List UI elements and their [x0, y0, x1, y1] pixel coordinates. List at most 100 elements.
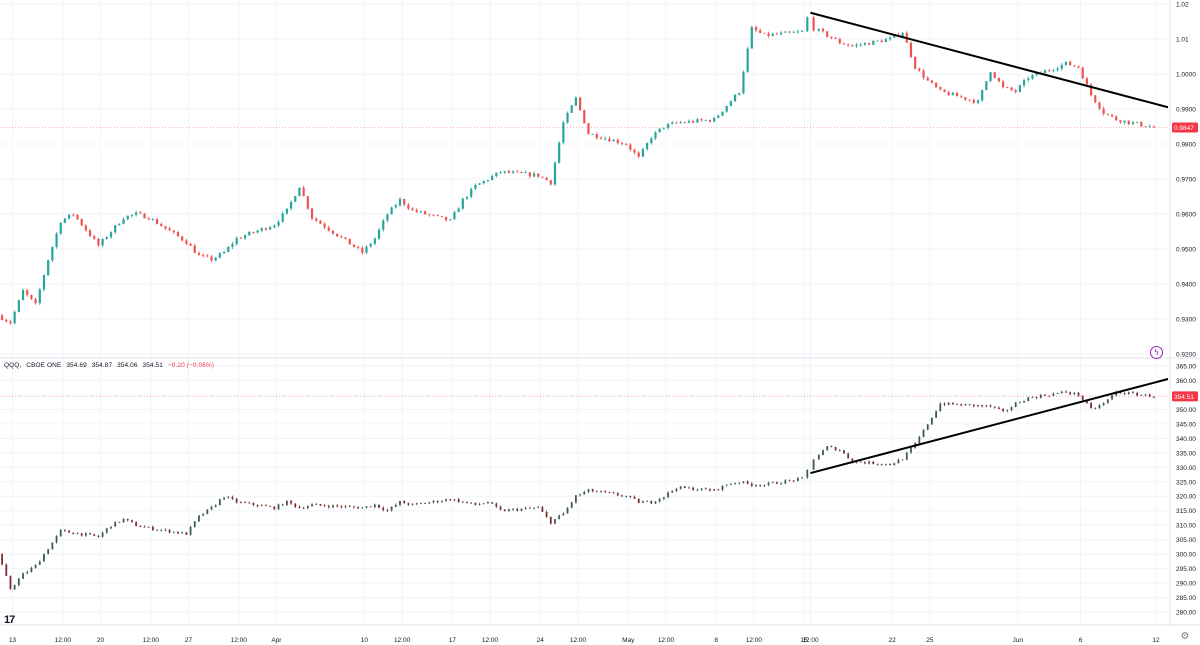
- candle-body: [168, 529, 171, 533]
- x-tick-label: 24: [537, 637, 545, 644]
- candle-body: [759, 30, 762, 33]
- y-tick-label: 350.00: [1176, 407, 1196, 414]
- candle-body: [776, 482, 778, 484]
- candle-body: [947, 91, 950, 96]
- candle-body: [771, 33, 774, 36]
- candle-body: [704, 488, 707, 490]
- candle-body: [122, 518, 125, 523]
- candle-body: [101, 238, 104, 246]
- candle-body: [1152, 126, 1156, 128]
- candle-body: [193, 521, 196, 527]
- candle-body: [1144, 126, 1147, 128]
- candle-body: [369, 506, 372, 508]
- candle-body: [964, 404, 967, 406]
- candle-body: [1056, 68, 1059, 71]
- candle-body: [926, 424, 929, 430]
- candle-body: [888, 37, 892, 40]
- candle-body: [365, 246, 368, 253]
- candle-body: [679, 122, 682, 124]
- qqq-low: 354.06: [117, 362, 138, 369]
- lightning-icon[interactable]: ϟ: [1150, 346, 1163, 359]
- candle-body: [578, 97, 582, 110]
- candle-body: [792, 480, 795, 482]
- candle-body: [432, 214, 435, 216]
- y-tick-label: 340.00: [1176, 436, 1196, 443]
- x-tick-label: 12:00: [570, 637, 587, 644]
- candle-body: [13, 585, 16, 590]
- candle-body: [926, 77, 929, 81]
- candle-body: [172, 230, 175, 233]
- tradingview-logo-icon[interactable]: 17: [4, 614, 15, 626]
- x-tick-label: May: [622, 637, 635, 644]
- candle-body: [1081, 395, 1084, 401]
- candle-body: [453, 212, 456, 220]
- candle-body: [436, 500, 439, 503]
- candle-body: [105, 528, 108, 533]
- gear-icon[interactable]: ⚙: [1180, 631, 1190, 642]
- candle-body: [947, 402, 950, 405]
- candle-body: [1018, 402, 1021, 404]
- candle-body: [872, 40, 875, 45]
- candle-body: [1010, 407, 1013, 410]
- candle-body: [51, 246, 54, 261]
- trendline[interactable]: [810, 378, 1169, 475]
- candle-body: [185, 532, 188, 535]
- qqq-source: CBOE ONE: [26, 362, 62, 369]
- candle-body: [976, 100, 980, 103]
- candle-body: [1022, 80, 1026, 86]
- candle-body: [1123, 393, 1126, 395]
- candle-body: [9, 321, 12, 324]
- candle-body: [93, 534, 96, 536]
- candle-body: [1094, 95, 1097, 103]
- candle-body: [562, 513, 565, 516]
- candle-body: [566, 507, 569, 514]
- candle-body: [143, 213, 146, 219]
- candle-body: [131, 520, 133, 523]
- y-tick-label: 305.00: [1176, 537, 1196, 544]
- candle-body: [72, 214, 75, 216]
- x-tick-label: 17: [449, 637, 457, 644]
- candle-body: [554, 519, 556, 524]
- trendline[interactable]: [810, 11, 1169, 109]
- candle-body: [298, 506, 301, 509]
- candle-body: [286, 500, 288, 506]
- candle-body: [981, 90, 984, 101]
- x-tick-label: 12:00: [658, 637, 675, 644]
- candle-body: [369, 243, 372, 247]
- candle-body: [76, 214, 79, 220]
- candle-body: [386, 510, 389, 511]
- qqq-symbol[interactable]: QQQ: [4, 362, 20, 369]
- candle-body: [692, 487, 695, 491]
- candle-body: [323, 223, 326, 228]
- candle-body: [754, 26, 758, 31]
- candle-body: [591, 134, 594, 135]
- candle-body: [545, 177, 548, 181]
- candle-body: [985, 405, 988, 407]
- candle-body: [126, 215, 129, 220]
- candle-body: [755, 485, 757, 487]
- candle-body: [1052, 70, 1055, 71]
- candle-body: [537, 507, 540, 509]
- candle-body: [151, 219, 154, 221]
- candle-body: [415, 503, 418, 505]
- candle-body: [821, 28, 825, 32]
- candle-body: [1123, 120, 1126, 123]
- candle-body: [830, 36, 833, 39]
- candle-body: [352, 244, 356, 248]
- candle-body: [160, 529, 163, 531]
- candle-body: [55, 535, 58, 543]
- candle-body: [528, 172, 531, 177]
- candle-body: [1144, 394, 1147, 396]
- candle-body: [42, 275, 46, 290]
- y-tick-label: 295.00: [1176, 566, 1196, 573]
- candle-body: [244, 501, 246, 503]
- candle-body: [214, 505, 217, 507]
- candle-body: [147, 218, 150, 220]
- candle-body: [943, 89, 946, 92]
- candle-body: [512, 508, 514, 510]
- candle-body: [838, 450, 841, 452]
- candle-body: [30, 567, 33, 572]
- candle-body: [654, 501, 657, 504]
